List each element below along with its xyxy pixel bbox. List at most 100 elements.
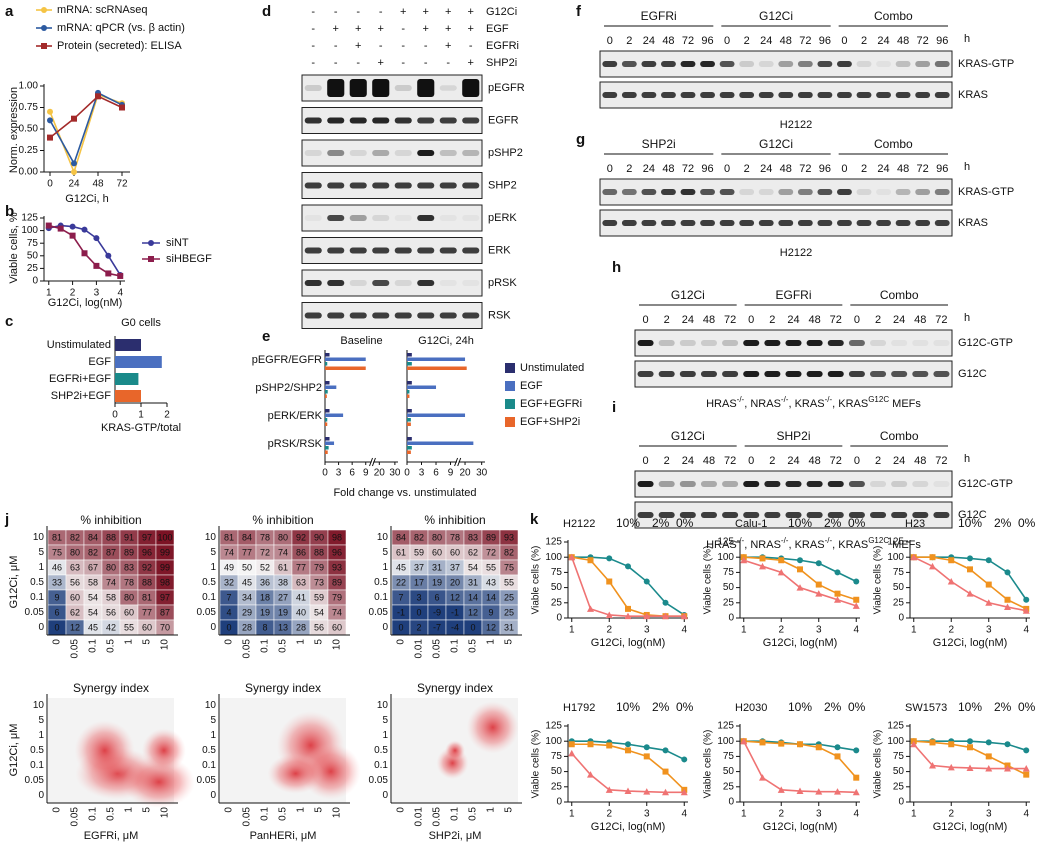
bar <box>407 381 412 385</box>
blot <box>301 139 483 167</box>
band <box>417 280 435 286</box>
condition-sign: - <box>334 6 338 18</box>
band <box>349 117 367 124</box>
x-tick-label: 1 <box>124 639 135 645</box>
time-label: 72 <box>935 455 947 467</box>
band <box>876 220 891 226</box>
legend-label: 2% <box>652 516 670 530</box>
band <box>602 61 618 67</box>
band <box>304 182 322 189</box>
time-label: 72 <box>917 35 929 47</box>
time-label: 96 <box>819 35 831 47</box>
point <box>643 744 650 751</box>
y-axis-label: Viable cells (%) <box>873 730 884 799</box>
band <box>891 481 908 487</box>
bar <box>407 362 412 366</box>
point <box>71 169 77 175</box>
time-label: 72 <box>724 314 736 326</box>
cell-value: 29 <box>242 607 252 617</box>
condition-label: G12Ci <box>486 6 517 18</box>
x-tick-label: 0.05 <box>242 807 253 827</box>
condition-sign: - <box>334 57 338 69</box>
point <box>93 262 100 269</box>
cell-value: 58 <box>88 577 98 587</box>
cell-value: 40 <box>296 607 306 617</box>
caption: HRAS-/-, NRAS-/-, KRAS-/-, KRASG12C MEFs <box>706 536 921 551</box>
category-label: SHP2i+EGF <box>51 390 111 402</box>
condition-sign: - <box>424 40 428 52</box>
condition-sign: - <box>469 40 473 52</box>
point <box>662 747 669 754</box>
bar <box>325 409 330 413</box>
bar <box>325 446 329 450</box>
band <box>895 189 911 195</box>
x-tick-label: 0 <box>224 807 235 813</box>
condition-sign: + <box>333 23 339 35</box>
band <box>658 340 675 346</box>
bar <box>407 441 474 445</box>
y-tick-label: 25 <box>723 781 735 792</box>
band <box>806 512 823 518</box>
caption-text: MEFs <box>889 398 921 410</box>
panel-label: h <box>612 259 621 276</box>
y-tick-label: 10 <box>377 700 389 711</box>
x-axis-label: G12Ci, log(nM) <box>763 821 838 833</box>
y-tick-label: 0 <box>556 613 562 624</box>
y-tick-label: 5 <box>38 715 44 726</box>
cell-value: 27 <box>278 592 288 602</box>
time-label: 2 <box>875 455 881 467</box>
x-tick-label: 6 <box>349 468 355 479</box>
band <box>462 117 480 124</box>
bar <box>115 390 141 402</box>
condition-sign: + <box>378 57 384 69</box>
band <box>856 92 872 98</box>
x-tick-label: 0.05 <box>70 807 81 827</box>
cell-value: 41 <box>296 592 306 602</box>
time-label: 24 <box>877 163 889 175</box>
caption-text: HRAS <box>706 398 737 410</box>
legend-swatch <box>505 363 515 373</box>
group-label: G12Ci <box>759 137 793 151</box>
band <box>722 481 739 487</box>
point <box>624 612 632 620</box>
panel-label: f <box>576 3 582 20</box>
band <box>641 61 657 67</box>
band <box>417 150 435 156</box>
caption-sup: -/- <box>737 395 745 404</box>
band <box>439 117 457 124</box>
synergy-blob <box>74 720 135 781</box>
cell-value: 45 <box>242 577 252 587</box>
band <box>739 92 755 98</box>
y-tick-label: 0 <box>382 622 388 633</box>
caption-text: HRAS <box>706 539 737 551</box>
y-tick-label: 5 <box>382 715 388 726</box>
point <box>948 741 955 748</box>
time-label: 72 <box>682 163 694 175</box>
band <box>933 340 950 346</box>
x-tick-label: 4 <box>1023 809 1029 820</box>
legend-label: 2% <box>824 700 842 714</box>
x-tick-label: 0.05 <box>70 639 81 659</box>
y-tick-label: 0.1 <box>374 760 388 771</box>
band <box>417 312 435 319</box>
band <box>870 340 887 346</box>
band <box>915 92 931 98</box>
band <box>870 371 887 377</box>
band <box>912 512 929 518</box>
band <box>658 481 675 487</box>
subplot-title: Baseline <box>340 335 382 347</box>
cell-value: 62 <box>468 547 478 557</box>
band <box>764 340 781 346</box>
band <box>327 215 345 221</box>
y-tick-label: 100 <box>717 736 734 747</box>
time-label: 0 <box>854 314 860 326</box>
condition-sign: - <box>356 57 360 69</box>
y-axis-label: Viable cells, % <box>8 212 20 284</box>
band <box>661 189 676 195</box>
point <box>985 739 992 746</box>
point <box>985 753 992 760</box>
x-tick-label: 5 <box>142 807 153 813</box>
blot <box>599 178 953 206</box>
cell-value: 80 <box>432 532 442 542</box>
band <box>722 340 739 346</box>
